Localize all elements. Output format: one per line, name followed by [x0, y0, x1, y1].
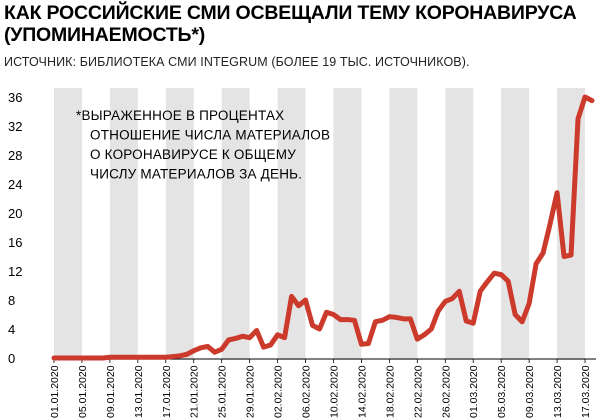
grid-stripe — [109, 88, 138, 360]
x-tick-label: 09.03.2020 — [524, 365, 536, 418]
grid-stripe — [221, 88, 250, 360]
grid-stripe — [277, 88, 306, 360]
y-tick-label: 4 — [8, 322, 15, 337]
title-line-1: КАК РОССИЙСКИЕ СМИ ОСВЕЩАЛИ ТЕМУ КОРОНАВ… — [4, 2, 577, 24]
y-tick-label: 12 — [8, 264, 22, 279]
x-tick-label: 25.01.2020 — [217, 365, 229, 418]
title-line-2: (УПОМИНАЕМОСТЬ*) — [4, 24, 206, 46]
x-tick-label: 22.02.2020 — [412, 365, 424, 418]
grid-stripe — [445, 88, 474, 360]
series-line — [51, 94, 595, 361]
footnote-line: *ВЫРАЖЕННОЕ В ПРОЦЕНТАХ — [76, 108, 284, 123]
y-tick-label: 20 — [8, 206, 22, 221]
x-tick-label: 18.02.2020 — [384, 365, 396, 418]
grid-stripe — [165, 88, 194, 360]
x-tick-label: 21.01.2020 — [189, 365, 201, 418]
x-tick-label: 10.02.2020 — [328, 365, 340, 418]
y-tick-label: 32 — [8, 119, 22, 134]
x-tick-label: 29.01.2020 — [245, 365, 257, 418]
grid-stripe — [54, 88, 82, 360]
y-tick-label: 24 — [8, 177, 22, 192]
x-tick-label: 14.02.2020 — [356, 365, 368, 418]
footnote-line: ЧИСЛУ МАТЕРИАЛОВ ЗА ДЕНЬ. — [90, 167, 302, 182]
x-tick-label: 13.03.2020 — [552, 365, 564, 418]
footnote-line: ОТНОШЕНИЕ ЧИСЛА МАТЕРИАЛОВ — [90, 128, 330, 143]
x-tick-label: 05.03.2020 — [496, 365, 508, 418]
x-tick-label: 01.01.2020 — [49, 365, 61, 418]
x-tick-label: 13.01.2020 — [133, 365, 145, 418]
y-tick-label: 36 — [8, 90, 22, 105]
x-tick-label: 26.02.2020 — [440, 365, 452, 418]
y-tick-label: 8 — [8, 293, 15, 308]
y-tick-label: 16 — [8, 235, 22, 250]
grid-stripe — [333, 88, 362, 360]
source-note: ИСТОЧНИК: БИБЛИОТЕКА СМИ INTEGRUM (БОЛЕЕ… — [4, 55, 470, 69]
y-tick-label: 0 — [8, 351, 15, 366]
footnote-line: О КОРОНАВИРУСЕ К ОБЩЕМУ — [90, 147, 296, 162]
chart-title: КАК РОССИЙСКИЕ СМИ ОСВЕЩАЛИ ТЕМУ КОРОНАВ… — [4, 2, 596, 46]
x-tick-label: 02.02.2020 — [273, 365, 285, 418]
x-tick-label: 17.01.2020 — [161, 365, 173, 418]
x-tick-label: 01.03.2020 — [468, 365, 480, 418]
x-tick-label: 05.01.2020 — [77, 365, 89, 418]
x-tick-label: 09.01.2020 — [105, 365, 117, 418]
x-tick-label: 06.02.2020 — [301, 365, 313, 418]
y-tick-label: 28 — [8, 148, 22, 163]
x-tick-label: 17.03.2020 — [580, 365, 592, 418]
